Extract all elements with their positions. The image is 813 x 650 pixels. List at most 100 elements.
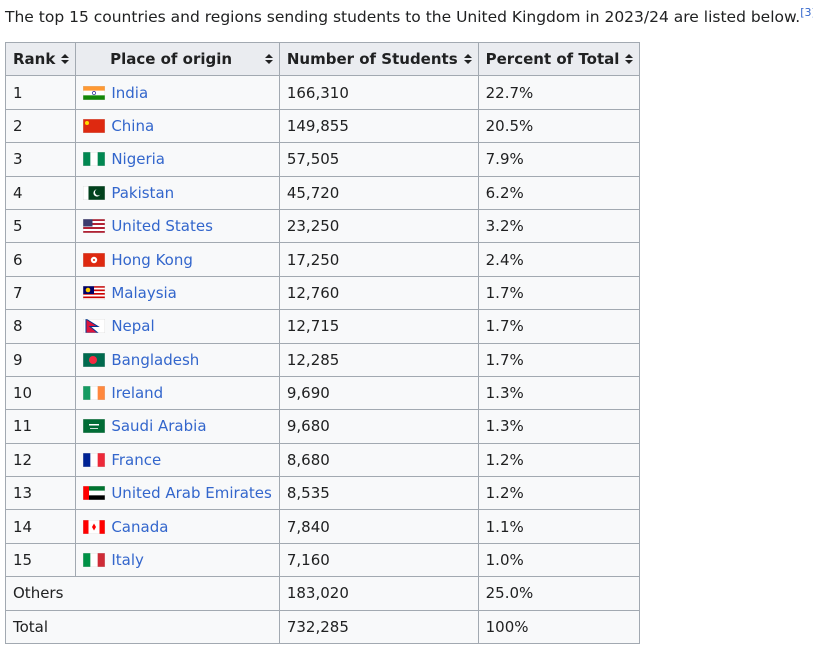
table-row: 4 Pakistan 45,720 6.2% xyxy=(4,175,641,210)
country-link[interactable]: Malaysia xyxy=(111,283,177,302)
percent: 1.2% xyxy=(477,442,641,478)
percent: 1.7% xyxy=(477,309,641,344)
cell-text: 10 xyxy=(13,384,33,403)
cell-text: 3 xyxy=(13,150,23,169)
country-link[interactable]: China xyxy=(111,116,155,135)
cell-text: 14 xyxy=(13,517,33,536)
country-link[interactable]: Bangladesh xyxy=(111,350,200,369)
place: Bangladesh xyxy=(75,342,280,377)
place: Nepal xyxy=(75,309,280,344)
students: 17,250 xyxy=(278,242,479,277)
column-header[interactable]: Place of origin xyxy=(75,41,280,77)
cell-text: 12 xyxy=(13,450,33,469)
country-link[interactable]: Ireland xyxy=(111,384,164,403)
sort-icon xyxy=(463,54,472,65)
sort-icon xyxy=(264,54,273,65)
sort-icon xyxy=(625,54,634,65)
cell-text: 20.5% xyxy=(485,116,534,135)
students-table: Rank Place of origin Number of Students Per… xyxy=(4,41,641,645)
label: Total xyxy=(5,609,280,645)
students: 732,285 xyxy=(278,609,479,645)
flag-icon xyxy=(83,452,106,468)
percent: 7.9% xyxy=(477,142,641,177)
students: 12,285 xyxy=(278,342,479,377)
cell-text: 1.7% xyxy=(485,350,524,369)
rank: 14 xyxy=(4,509,77,544)
country-link[interactable]: Nigeria xyxy=(111,150,165,169)
students: 9,690 xyxy=(278,375,479,411)
header-label: Rank xyxy=(13,50,56,69)
students: 183,020 xyxy=(278,576,479,611)
cell-text: 2 xyxy=(13,116,23,135)
country-link[interactable]: United States xyxy=(111,217,213,236)
cell-text: 22.7% xyxy=(485,83,534,102)
flag-icon xyxy=(83,552,106,568)
header-label: Number of Students xyxy=(286,50,458,69)
flag-icon xyxy=(83,285,106,301)
place: United Arab Emirates xyxy=(75,476,280,511)
column-header[interactable]: Number of Students xyxy=(278,41,479,77)
column-header[interactable]: Percent of Total xyxy=(477,41,641,77)
column-header[interactable]: Rank xyxy=(4,41,77,77)
place: Canada xyxy=(75,509,280,544)
rank: 15 xyxy=(4,542,77,578)
flag-icon xyxy=(83,85,106,100)
percent: 1.7% xyxy=(477,342,641,377)
cell-text: 9,690 xyxy=(286,384,330,403)
cell-text: 166,310 xyxy=(286,83,349,102)
footer-row: Total 732,285 100% xyxy=(5,609,641,645)
place: Malaysia xyxy=(75,275,280,311)
percent: 6.2% xyxy=(477,175,641,210)
cell-text: 23,250 xyxy=(286,217,340,236)
country-link[interactable]: Saudi Arabia xyxy=(111,417,207,436)
country-link[interactable]: India xyxy=(111,83,149,102)
cell-text: 12,760 xyxy=(286,283,340,302)
cell-text: 7.9% xyxy=(485,150,524,169)
place: China xyxy=(75,108,280,144)
cell-text: 7,840 xyxy=(286,517,330,536)
students: 45,720 xyxy=(278,175,479,210)
cell-text: 183,020 xyxy=(286,584,349,603)
cell-text: 8 xyxy=(13,317,23,336)
flag-icon xyxy=(83,152,106,167)
flag-icon xyxy=(83,419,106,434)
rank: 11 xyxy=(4,409,77,444)
country-link[interactable]: United Arab Emirates xyxy=(111,484,272,503)
table-row: 3 Nigeria 57,505 7.9% xyxy=(4,142,641,177)
cell-text: 1.0% xyxy=(485,551,524,570)
country-link[interactable]: France xyxy=(111,450,162,469)
rank: 1 xyxy=(4,75,77,110)
country-link[interactable]: Canada xyxy=(111,517,169,536)
percent: 2.4% xyxy=(477,242,641,277)
percent: 3.2% xyxy=(477,208,641,244)
cell-text: 6 xyxy=(13,250,23,269)
cell-text: 8,680 xyxy=(286,450,330,469)
cell-text: 8,535 xyxy=(286,484,330,503)
table-row: 12 France 8,680 1.2% xyxy=(4,442,641,478)
students: 9,680 xyxy=(278,409,479,444)
citation[interactable]: [3] xyxy=(800,6,813,19)
header-label: Place of origin xyxy=(110,50,233,69)
intro-text: The top 15 countries and regions sending… xyxy=(5,8,801,26)
rank: 10 xyxy=(4,375,77,411)
country-link[interactable]: Nepal xyxy=(111,317,155,336)
country-link[interactable]: Italy xyxy=(111,551,144,570)
place: Nigeria xyxy=(75,142,280,177)
flag-icon xyxy=(83,352,106,367)
table-row: 7 Malaysia 12,760 1.7% xyxy=(4,275,641,311)
country-link[interactable]: Pakistan xyxy=(111,183,175,202)
cell-text: 11 xyxy=(13,417,33,436)
rank: 13 xyxy=(4,476,77,511)
table-row: 13 United Arab Emirates 8,535 1.2% xyxy=(4,476,641,511)
cell-text: 57,505 xyxy=(286,150,340,169)
country-link[interactable]: Hong Kong xyxy=(111,250,193,269)
place: Pakistan xyxy=(75,175,280,210)
students: 12,760 xyxy=(278,275,479,311)
cell-text: 12,715 xyxy=(286,317,340,336)
cell-text: 9 xyxy=(13,350,23,369)
cell-text: 17,250 xyxy=(286,250,340,269)
flag-icon xyxy=(83,385,106,401)
table-row: 8 Nepal 12,715 1.7% xyxy=(4,309,641,344)
